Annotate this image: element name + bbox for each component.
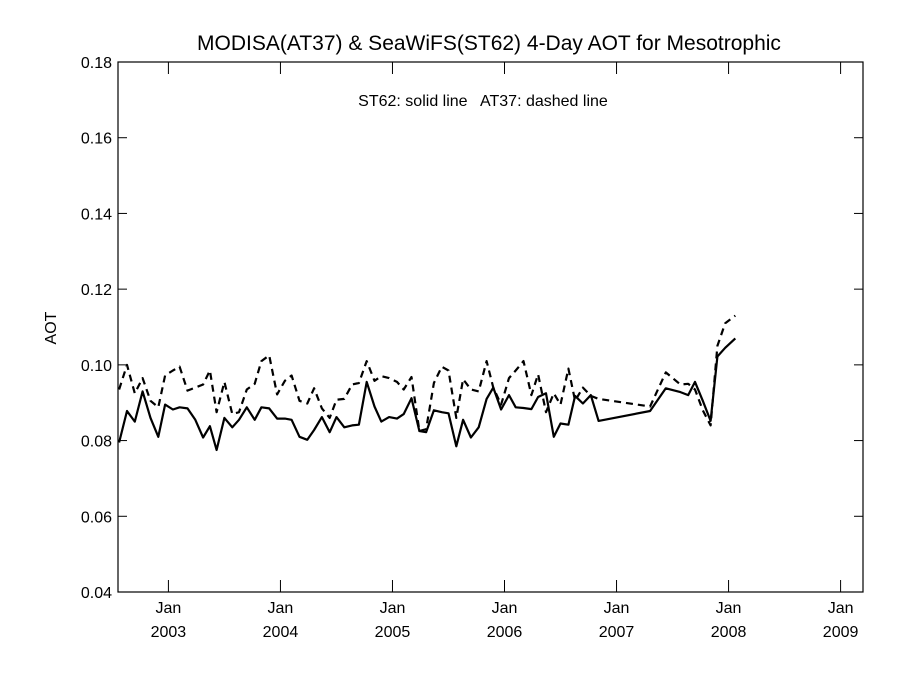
y-tick-label: 0.18 (81, 55, 112, 72)
x-tick-month-label: Jan (156, 600, 182, 617)
series-layer (118, 314, 737, 452)
x-tick-month-label: Jan (716, 600, 742, 617)
x-tick-year-label: 2005 (375, 624, 411, 641)
y-axis-ticks: 0.04 0.06 0.08 0.10 0.12 0.14 0.16 0.18 (81, 55, 863, 602)
y-tick-label: 0.04 (81, 585, 112, 602)
y-tick-label: 0.16 (81, 131, 112, 148)
y-tick-label: 0.06 (81, 509, 112, 526)
x-tick-month-label: Jan (828, 600, 854, 617)
x-axis-ticks: Jan 2003 Jan 2004 Jan 2005 Jan 2006 Jan 2007 Jan 20… (151, 62, 859, 641)
x-tick-month-label: Jan (380, 600, 406, 617)
x-tick-year-label: 2009 (823, 624, 859, 641)
y-tick-label: 0.14 (81, 206, 112, 223)
x-tick-month-label: Jan (604, 600, 630, 617)
legend-annotation: ST62: solid line AT37: dashed line (358, 93, 608, 110)
series-line-st62 (118, 337, 737, 452)
y-tick-label: 0.10 (81, 358, 112, 375)
plot-frame (117, 61, 864, 593)
x-tick-year-label: 2004 (263, 624, 299, 641)
y-tick-label: 0.08 (81, 434, 112, 451)
chart-title: MODISA(AT37) & SeaWiFS(ST62) 4-Day AOT f… (197, 32, 781, 55)
x-tick-month-label: Jan (268, 600, 294, 617)
x-tick-year-label: 2006 (487, 624, 523, 641)
series-line-at37 (118, 314, 736, 433)
y-axis-label: AOT (43, 311, 60, 344)
x-tick-month-label: Jan (492, 600, 518, 617)
x-tick-year-label: 2008 (711, 624, 747, 641)
x-tick-year-label: 2007 (599, 624, 635, 641)
x-tick-year-label: 2003 (151, 624, 187, 641)
y-tick-label: 0.12 (81, 282, 112, 299)
